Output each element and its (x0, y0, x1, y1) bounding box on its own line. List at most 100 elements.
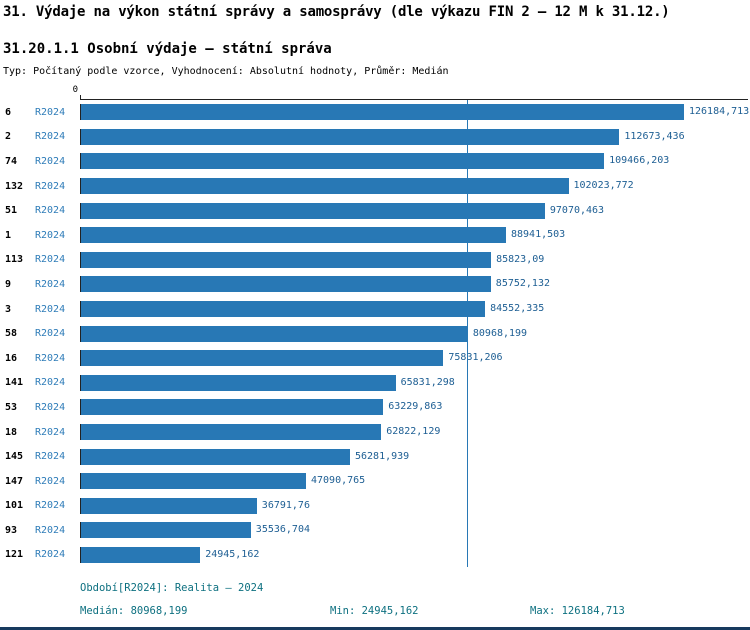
bar-track: 56281,939 (80, 448, 750, 465)
bar[interactable] (81, 104, 684, 121)
chart-meta: Typ: Počítaný podle vzorce, Vyhodnocení:… (3, 66, 449, 77)
category-label: 121 (5, 549, 24, 561)
bar[interactable] (81, 448, 350, 465)
axis-tick (80, 95, 81, 100)
bar-track: 126184,713 (80, 104, 750, 121)
bar-row: 1 R2024 88941,503 (0, 223, 750, 248)
series-label: R2024 (35, 131, 66, 143)
value-label: 56281,939 (355, 450, 410, 462)
series-label: R2024 (35, 549, 66, 561)
bar-track: 63229,863 (80, 399, 750, 416)
value-label: 75831,206 (448, 352, 503, 364)
value-label: 36791,76 (261, 499, 310, 511)
bottom-border (0, 627, 750, 630)
series-label: R2024 (35, 426, 66, 438)
bar-track: 85752,132 (80, 276, 750, 293)
value-label: 47090,765 (311, 475, 366, 487)
bar[interactable] (81, 522, 251, 539)
bar-track: 112673,436 (80, 128, 750, 145)
series-label: R2024 (35, 352, 66, 364)
bar[interactable] (81, 128, 620, 145)
legend-period: Období[R2024]: Realita – 2024 (80, 582, 264, 595)
value-label: 85823,09 (496, 253, 545, 265)
series-label: R2024 (35, 254, 66, 266)
series-label: R2024 (35, 524, 66, 536)
bar-row: 51 R2024 97070,463 (0, 198, 750, 223)
bar[interactable] (81, 350, 444, 367)
category-label: 6 (5, 106, 12, 118)
bar[interactable] (81, 178, 569, 195)
value-label: 63229,863 (388, 401, 443, 413)
bar-track: 88941,503 (80, 227, 750, 244)
bar[interactable] (81, 325, 468, 342)
bar-row: 3 R2024 84552,335 (0, 297, 750, 322)
series-label: R2024 (35, 278, 66, 290)
bar[interactable] (81, 546, 201, 563)
bar[interactable] (81, 497, 257, 514)
series-label: R2024 (35, 328, 66, 340)
bar-track: 85823,09 (80, 251, 750, 268)
category-label: 101 (5, 500, 24, 512)
series-label: R2024 (35, 180, 66, 192)
bar-row: 113 R2024 85823,09 (0, 248, 750, 273)
bar-track: 36791,76 (80, 497, 750, 514)
bar-row: 121 R2024 24945,162 (0, 543, 750, 568)
bar-row: 141 R2024 65831,298 (0, 371, 750, 396)
category-label: 3 (5, 303, 12, 315)
value-label: 109466,203 (609, 155, 670, 167)
bar[interactable] (81, 251, 492, 268)
bar-row: 101 R2024 36791,76 (0, 494, 750, 519)
bar[interactable] (81, 276, 491, 293)
median-line (466, 100, 468, 567)
bar[interactable] (81, 202, 545, 219)
series-label: R2024 (35, 106, 66, 118)
bar-row: 9 R2024 85752,132 (0, 272, 750, 297)
category-label: 18 (5, 426, 18, 438)
value-label: 65831,298 (400, 376, 455, 388)
bar[interactable] (81, 424, 382, 441)
category-label: 147 (5, 475, 24, 487)
series-label: R2024 (35, 303, 66, 315)
value-label: 80968,199 (472, 327, 528, 339)
value-label: 24945,162 (205, 548, 260, 560)
bar-chart: 6 R2024 126184,713 2 R2024 112673,436 74 R2024 1… (0, 100, 750, 567)
category-label: 58 (5, 328, 18, 340)
chart-subtitle: 31.20.1.1 Osobní výdaje – státní správa (3, 41, 332, 57)
series-label: R2024 (35, 229, 66, 241)
category-label: 74 (5, 155, 18, 167)
stat-max: Max: 126184,713 (530, 605, 625, 618)
bar-row: 18 R2024 62822,129 (0, 420, 750, 445)
bar[interactable] (81, 153, 605, 170)
bar[interactable] (81, 399, 384, 416)
bar-track: 102023,772 (80, 178, 750, 195)
value-label: 88941,503 (511, 229, 566, 241)
bar[interactable] (81, 374, 396, 391)
bar-row: 93 R2024 35536,704 (0, 518, 750, 543)
value-label: 84552,335 (490, 303, 545, 315)
series-label: R2024 (35, 451, 66, 463)
series-label: R2024 (35, 475, 66, 487)
stat-min: Min: 24945,162 (330, 605, 419, 618)
bar-track: 62822,129 (80, 424, 750, 441)
axis-top-line (80, 99, 748, 100)
bar[interactable] (81, 227, 506, 244)
category-label: 145 (5, 451, 24, 463)
value-label: 126184,713 (689, 106, 750, 118)
stat-median: Medián: 80968,199 (80, 605, 188, 618)
bar-track: 97070,463 (80, 202, 750, 219)
bar-row: 147 R2024 47090,765 (0, 469, 750, 494)
bar-track: 84552,335 (80, 301, 750, 318)
category-label: 2 (5, 131, 12, 143)
category-label: 53 (5, 401, 18, 413)
bar-row: 53 R2024 63229,863 (0, 395, 750, 420)
footer-stats: Medián: 80968,199 Min: 24945,162 Max: 12… (80, 605, 750, 617)
bar[interactable] (81, 301, 486, 318)
category-label: 51 (5, 205, 18, 217)
bar-row: 16 R2024 75831,206 (0, 346, 750, 371)
bar-track: 80968,199 (80, 325, 750, 342)
category-label: 16 (5, 352, 18, 364)
series-label: R2024 (35, 205, 66, 217)
bar[interactable] (81, 473, 306, 490)
category-label: 1 (5, 229, 12, 241)
